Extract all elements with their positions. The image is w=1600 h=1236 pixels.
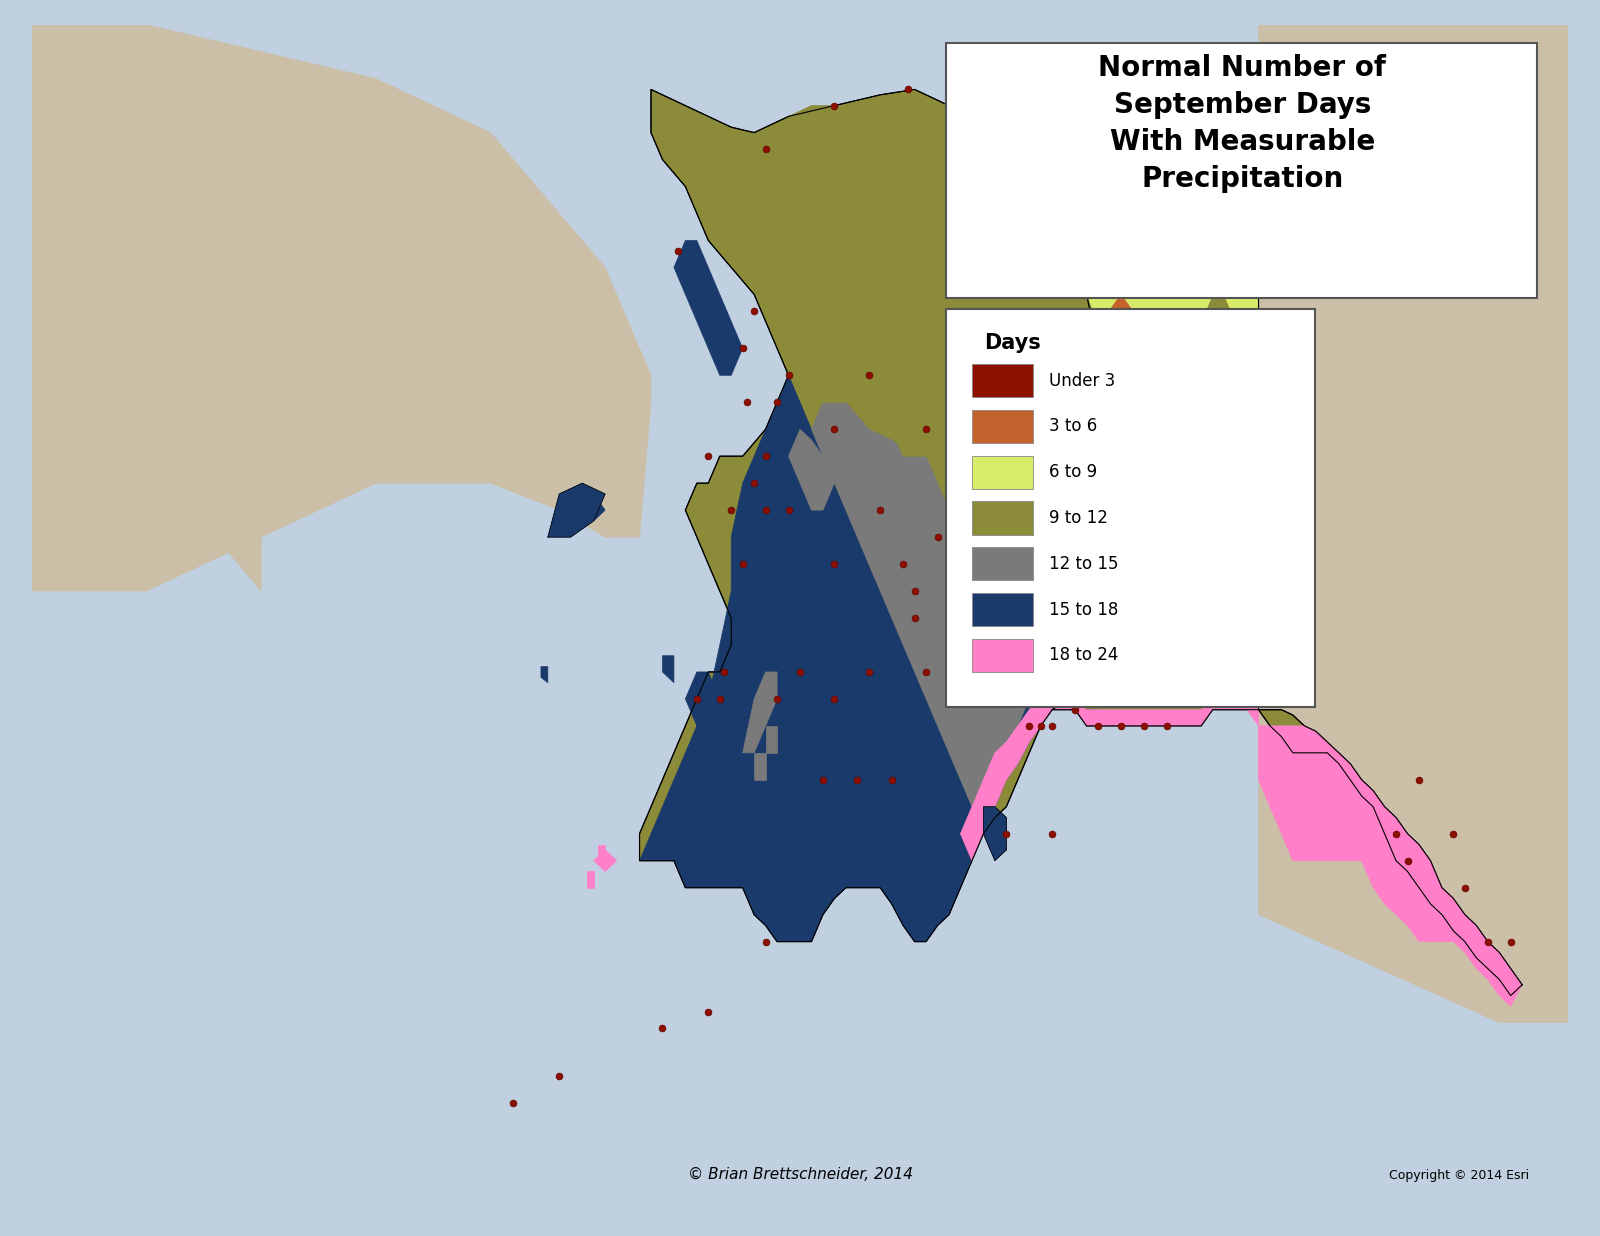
- Text: 18 to 24: 18 to 24: [1050, 646, 1118, 664]
- Text: 12 to 15: 12 to 15: [1050, 555, 1118, 572]
- Polygon shape: [582, 494, 605, 520]
- Polygon shape: [547, 483, 605, 538]
- Polygon shape: [1259, 25, 1568, 1022]
- Polygon shape: [754, 753, 766, 780]
- Polygon shape: [662, 656, 674, 682]
- Text: 15 to 18: 15 to 18: [1050, 601, 1118, 618]
- Polygon shape: [709, 682, 742, 753]
- Polygon shape: [541, 666, 547, 682]
- Polygon shape: [1086, 310, 1141, 386]
- Text: Normal Number of
September Days
With Measurable
Precipitation: Normal Number of September Days With Mea…: [1098, 54, 1386, 193]
- Polygon shape: [1040, 143, 1259, 429]
- Bar: [973, 593, 1034, 627]
- Polygon shape: [640, 89, 1522, 995]
- Polygon shape: [811, 402, 1029, 807]
- Text: Copyright © 2014 Esri: Copyright © 2014 Esri: [1389, 1168, 1530, 1182]
- Text: Under 3: Under 3: [1050, 372, 1115, 389]
- Bar: [973, 502, 1034, 535]
- Bar: [973, 456, 1034, 488]
- Polygon shape: [598, 844, 605, 860]
- Polygon shape: [789, 429, 834, 510]
- Polygon shape: [674, 241, 742, 376]
- Polygon shape: [32, 25, 651, 591]
- Text: 3 to 6: 3 to 6: [1050, 418, 1098, 435]
- Polygon shape: [1029, 688, 1098, 742]
- Polygon shape: [960, 698, 1259, 860]
- FancyBboxPatch shape: [946, 309, 1315, 707]
- Polygon shape: [766, 726, 778, 753]
- Polygon shape: [147, 402, 261, 591]
- Bar: [973, 410, 1034, 442]
- Polygon shape: [640, 376, 1029, 942]
- Text: 6 to 9: 6 to 9: [1050, 464, 1098, 481]
- Bar: [973, 639, 1034, 672]
- Polygon shape: [754, 95, 1259, 538]
- Bar: [973, 365, 1034, 397]
- Polygon shape: [1086, 294, 1155, 402]
- Polygon shape: [1040, 538, 1075, 602]
- Text: 9 to 12: 9 to 12: [1050, 509, 1107, 527]
- Polygon shape: [594, 850, 616, 871]
- FancyBboxPatch shape: [946, 42, 1538, 298]
- Polygon shape: [587, 871, 594, 887]
- Polygon shape: [1122, 402, 1178, 510]
- Polygon shape: [1098, 241, 1259, 591]
- Polygon shape: [742, 672, 778, 753]
- Polygon shape: [984, 807, 1006, 860]
- Text: Days: Days: [984, 334, 1042, 353]
- Polygon shape: [1018, 618, 1086, 698]
- Polygon shape: [1259, 726, 1522, 1006]
- Text: © Brian Brettschneider, 2014: © Brian Brettschneider, 2014: [688, 1167, 912, 1182]
- Polygon shape: [685, 672, 720, 726]
- Bar: [973, 548, 1034, 581]
